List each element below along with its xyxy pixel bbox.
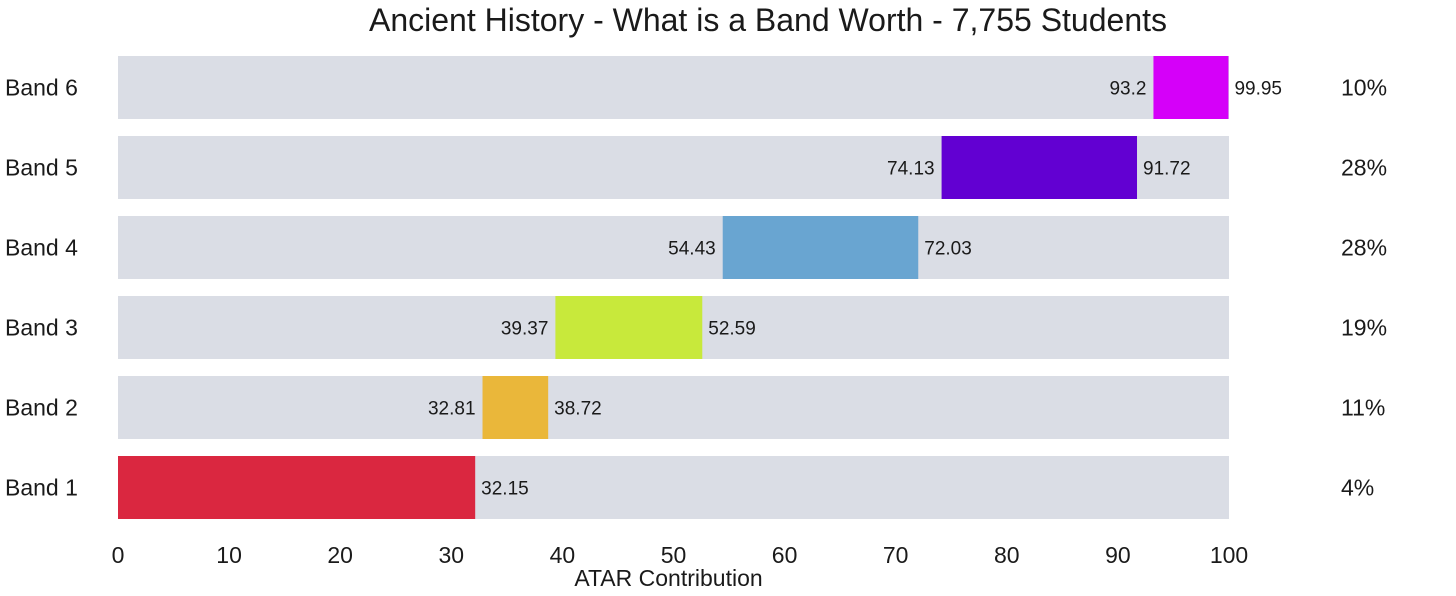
band-start-value: 54.43 [668, 239, 716, 260]
band-range-bar [555, 296, 703, 359]
x-tick-label: 30 [439, 542, 465, 568]
band-label: Band 5 [5, 155, 78, 181]
band-start-value: 74.13 [887, 159, 935, 180]
chart-rows: Band 6 93.2 99.95 10%Band 5 74.13 91.72 28%Ban… [5, 56, 1387, 519]
band-label: Band 4 [5, 235, 78, 261]
band-background-bar [118, 376, 1229, 439]
band-percent: 28% [1341, 235, 1387, 261]
band-percent: 19% [1341, 315, 1387, 341]
band-range-bar [118, 456, 476, 519]
x-axis-title: ATAR Contribution [574, 565, 762, 591]
band-percent: 11% [1341, 395, 1385, 421]
band-row: Band 5 74.13 91.72 28% [5, 136, 1387, 199]
x-tick-label: 10 [216, 542, 242, 568]
band-range-bar [941, 136, 1138, 199]
x-tick-label: 20 [327, 542, 353, 568]
x-tick-label: 40 [550, 542, 576, 568]
x-tick-label: 60 [772, 542, 798, 568]
band-percent: 10% [1341, 75, 1387, 101]
band-range-bar [482, 376, 549, 439]
chart-title: Ancient History - What is a Band Worth -… [369, 2, 1167, 38]
band-row: Band 1 32.15 4% [5, 456, 1374, 519]
band-percent: 4% [1341, 475, 1374, 501]
band-label: Band 2 [5, 395, 78, 421]
band-range-bar [722, 216, 919, 279]
band-start-value: 93.2 [1109, 79, 1146, 100]
band-background-bar [118, 56, 1229, 119]
x-tick-label: 100 [1210, 542, 1248, 568]
band-end-value: 99.95 [1234, 79, 1282, 100]
band-end-value: 52.59 [708, 319, 756, 340]
x-tick-label: 90 [1105, 542, 1131, 568]
band-end-value: 72.03 [924, 239, 972, 260]
band-row: Band 4 54.43 72.03 28% [5, 216, 1387, 279]
x-axis: 0 10 20 30 40 50 60 70 80 90 100 [112, 542, 1249, 568]
band-row: Band 3 39.37 52.59 19% [5, 296, 1387, 359]
x-tick-label: 70 [883, 542, 909, 568]
band-end-value: 32.15 [481, 479, 529, 500]
band-start-value: 39.37 [501, 319, 549, 340]
band-range-bar [1153, 56, 1229, 119]
band-row: Band 2 32.81 38.72 11% [5, 376, 1385, 439]
band-start-value: 32.81 [428, 399, 476, 420]
x-tick-label: 80 [994, 542, 1020, 568]
x-tick-label: 50 [661, 542, 687, 568]
band-label: Band 6 [5, 75, 78, 101]
band-end-value: 38.72 [554, 399, 602, 420]
band-end-value: 91.72 [1143, 159, 1191, 180]
band-label: Band 3 [5, 315, 78, 341]
band-background-bar [118, 216, 1229, 279]
x-tick-label: 0 [112, 542, 125, 568]
band-percent: 28% [1341, 155, 1387, 181]
band-label: Band 1 [5, 475, 78, 501]
band-row: Band 6 93.2 99.95 10% [5, 56, 1387, 119]
